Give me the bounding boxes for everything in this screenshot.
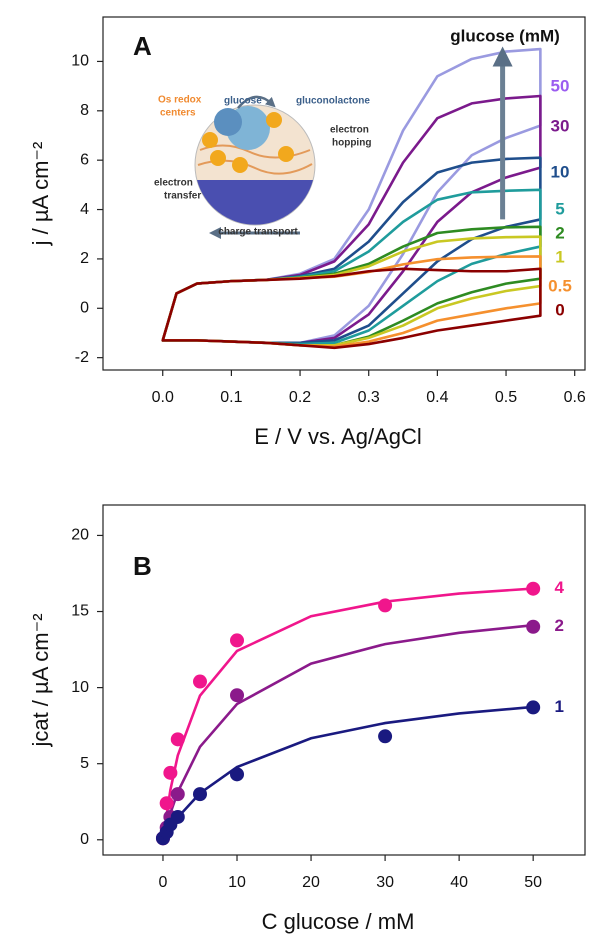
- annotation: charge transport: [218, 227, 298, 238]
- annotation: Os redox: [158, 95, 202, 106]
- series-label: 1: [555, 247, 564, 266]
- annotation: hopping: [332, 138, 371, 149]
- x-tick-label: 20: [302, 874, 320, 891]
- y-axis-label: jcat / µA cm⁻²: [28, 613, 53, 747]
- y-axis-label: j / µA cm⁻²: [28, 142, 53, 247]
- inset-os-center: [266, 112, 282, 128]
- y-tick-label: -2: [75, 349, 89, 366]
- plot-frame: [102, 504, 586, 856]
- x-tick-label: 0: [159, 874, 168, 891]
- annotation: electron: [154, 178, 193, 189]
- x-tick-label: 40: [450, 874, 468, 891]
- x-axis-label: E / V vs. Ag/AgCl: [254, 424, 422, 449]
- data-point: [230, 633, 245, 648]
- x-tick-label: 30: [376, 874, 394, 891]
- annotation: gluconolactone: [296, 96, 370, 107]
- x-tick-label: 0.0: [152, 389, 174, 406]
- inset-os-center: [278, 146, 294, 162]
- annotation: glucose: [224, 96, 262, 107]
- legend-title: glucose (mM): [450, 26, 560, 45]
- cv-curve: [161, 267, 542, 350]
- data-point: [526, 581, 541, 596]
- series-label: 2: [555, 223, 564, 242]
- panel-label: A: [133, 31, 152, 61]
- inset-diagram: [194, 95, 316, 239]
- y-tick-label: 10: [71, 679, 89, 696]
- data-point: [170, 787, 185, 802]
- inset-os-center: [202, 132, 218, 148]
- data-point: [526, 619, 541, 634]
- x-axis-label: C glucose / mM: [262, 909, 415, 934]
- cv-curve: [161, 235, 542, 347]
- y-tick-label: 10: [71, 53, 89, 70]
- inset-arrow: [237, 95, 276, 109]
- x-tick-label: 0.2: [289, 389, 311, 406]
- data-point: [170, 732, 185, 747]
- series-label: 1: [554, 697, 563, 716]
- fit-curve: [161, 587, 534, 840]
- data-point: [192, 787, 207, 802]
- data-point: [230, 688, 245, 703]
- x-tick-label: 0.4: [426, 389, 448, 406]
- y-tick-label: 20: [71, 527, 89, 544]
- annotation: electron: [330, 125, 369, 136]
- y-tick-label: 6: [80, 151, 89, 168]
- x-tick-label: 50: [524, 874, 542, 891]
- series-label: 5: [555, 199, 564, 218]
- y-tick-label: 5: [80, 755, 89, 772]
- series-label: 4: [554, 578, 564, 597]
- data-point: [163, 765, 178, 780]
- annotation: transfer: [164, 191, 201, 202]
- data-point: [378, 729, 393, 744]
- inset-os-center: [232, 157, 248, 173]
- y-tick-label: 15: [71, 603, 89, 620]
- data-point: [159, 796, 174, 811]
- data-point: [378, 598, 393, 613]
- x-tick-label: 0.5: [495, 389, 517, 406]
- series-label: 10: [551, 162, 570, 181]
- data-point: [192, 674, 207, 689]
- inset-os-center: [210, 150, 226, 166]
- y-tick-label: 0: [80, 300, 89, 317]
- x-tick-label: 0.1: [220, 389, 242, 406]
- annotation: centers: [160, 108, 196, 119]
- x-tick-label: 0.3: [358, 389, 380, 406]
- plot-frame: [102, 16, 586, 371]
- series-label: 0: [555, 300, 564, 319]
- data-point: [170, 809, 185, 824]
- series-label: 0.5: [548, 276, 572, 295]
- x-tick-label: 10: [228, 874, 246, 891]
- y-tick-label: 8: [80, 102, 89, 119]
- series-label: 30: [551, 116, 570, 135]
- y-tick-label: 4: [80, 201, 89, 218]
- y-tick-label: 0: [80, 831, 89, 848]
- data-point: [526, 700, 541, 715]
- y-tick-label: 2: [80, 250, 89, 267]
- series-label: 50: [551, 76, 570, 95]
- panel-label: B: [133, 551, 152, 581]
- data-point: [230, 767, 245, 782]
- x-tick-label: 0.6: [564, 389, 586, 406]
- fit-curve: [161, 623, 534, 841]
- inset-enzyme: [214, 108, 242, 136]
- series-label: 2: [554, 616, 563, 635]
- inset-electrode: [197, 180, 313, 225]
